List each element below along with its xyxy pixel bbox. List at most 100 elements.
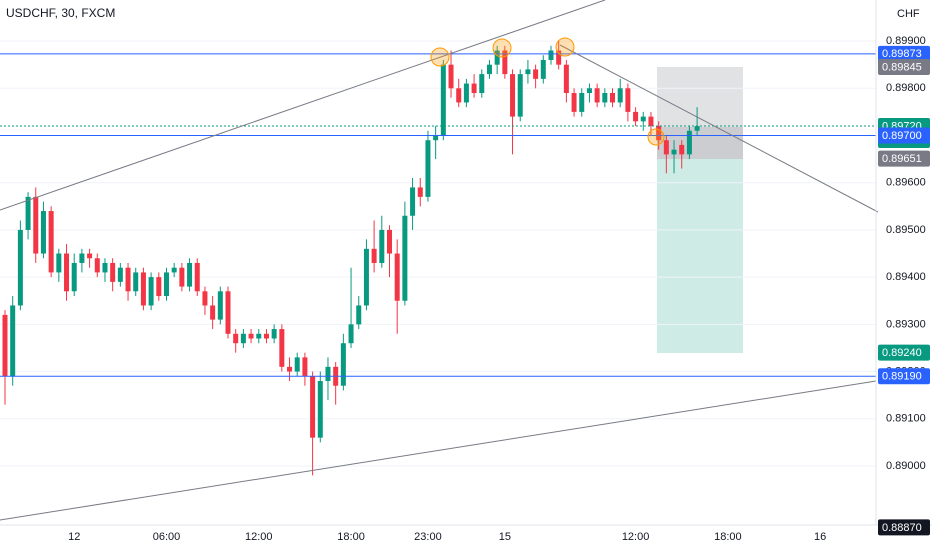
price-label: 0.89845 <box>882 61 922 73</box>
candle-body <box>633 111 639 122</box>
x-tick-label: 15 <box>499 531 511 543</box>
candle-body <box>33 196 39 254</box>
candle-body <box>217 291 223 320</box>
candle-body <box>387 229 392 254</box>
x-tick-label: 12:00 <box>245 531 273 543</box>
candle-body <box>340 343 346 386</box>
candle-body <box>179 267 185 287</box>
candle-body <box>602 93 608 103</box>
candle-body <box>302 357 308 377</box>
candle-body <box>233 333 239 344</box>
chart-title: USDCHF, 30, FXCM <box>6 6 115 20</box>
highlight-circle <box>430 47 450 67</box>
candle-body <box>325 366 331 382</box>
x-tick-label: 12 <box>68 531 80 543</box>
candle-body <box>56 253 62 273</box>
candle-body <box>563 64 569 94</box>
candle-body <box>202 291 208 306</box>
candle-body <box>48 211 54 273</box>
highlight-circle <box>555 37 575 57</box>
candle-body <box>279 329 285 367</box>
candle-body <box>456 88 462 103</box>
price-label: 0.89700 <box>882 130 922 142</box>
x-tick-label: 23:00 <box>414 531 442 543</box>
candle-body <box>10 305 16 377</box>
candle-body <box>648 116 654 127</box>
trend-line <box>559 44 879 213</box>
trend-line <box>0 0 606 211</box>
y-tick-label: 0.89800 <box>886 82 926 94</box>
candle-body <box>17 229 23 306</box>
x-tick-label: 16 <box>814 531 826 543</box>
candle-body <box>363 248 369 306</box>
candle-body <box>679 144 685 155</box>
candle-body <box>486 64 492 75</box>
y-tick-label: 0.89600 <box>886 177 926 189</box>
candle-body <box>510 74 516 117</box>
candle-body <box>540 59 546 79</box>
x-tick-label: 12:00 <box>622 531 650 543</box>
candle-body <box>71 262 77 292</box>
price-label-box <box>878 45 930 62</box>
y-tick-label: 0.89500 <box>886 224 926 236</box>
candle-body <box>502 50 508 75</box>
candle-body <box>671 149 677 155</box>
price-label: 0.89651 <box>882 153 922 165</box>
candle-body <box>348 324 354 344</box>
candle-body <box>448 64 454 89</box>
candle-body <box>156 277 162 297</box>
candle-body <box>471 83 477 94</box>
x-tick-label: 18:00 <box>337 531 365 543</box>
candle-body <box>356 305 362 325</box>
candle-body <box>133 272 139 292</box>
candle-body <box>110 262 116 282</box>
price-label-box <box>878 59 930 76</box>
candle-body <box>525 69 531 75</box>
candle-body <box>263 333 269 339</box>
target-zone <box>657 159 743 353</box>
candle-body <box>463 83 469 103</box>
price-label-box <box>878 127 930 144</box>
price-label: 0.89190 <box>882 371 922 383</box>
price-label: 0.89873 <box>882 48 922 60</box>
candle-body <box>433 135 439 141</box>
candle-body <box>64 253 70 292</box>
candle-body <box>656 126 662 141</box>
candle-body <box>640 116 646 122</box>
candle-body <box>248 333 254 339</box>
open-zone <box>657 127 743 159</box>
candle-body <box>40 211 46 254</box>
candle-body <box>417 187 423 197</box>
x-tick-label: 06:00 <box>153 531 181 543</box>
candle-body <box>294 357 300 372</box>
candle-body <box>79 253 85 263</box>
candle-body <box>625 88 631 112</box>
candle-body <box>548 50 554 60</box>
candle-body <box>148 277 154 306</box>
candle-body <box>610 93 616 103</box>
candle-body <box>402 215 408 301</box>
candle-body <box>571 93 577 112</box>
position-tool <box>657 67 743 353</box>
price-label: 0.89240 <box>882 347 922 359</box>
candle-body <box>125 267 131 292</box>
price-label-box <box>878 150 930 167</box>
currency-label: CHF <box>897 8 920 20</box>
candle-body <box>225 291 231 334</box>
candle-body <box>317 381 323 438</box>
highlight-circles <box>430 37 665 146</box>
candle-body <box>371 248 377 263</box>
candle-body <box>2 314 8 377</box>
candle-body <box>394 253 400 301</box>
candle-body <box>410 187 416 216</box>
candle-body <box>425 140 431 197</box>
candle-body <box>187 262 193 287</box>
candle-body <box>533 69 539 79</box>
price-axis: 0.89900 0.89800 0.89600 0.89500 0.89400 0.893… <box>68 35 930 543</box>
candle-body <box>556 50 562 65</box>
candle-body <box>310 376 316 438</box>
candle-body <box>210 305 216 320</box>
candle-body <box>379 229 385 263</box>
candle-body <box>94 258 100 273</box>
candle-body <box>117 267 123 282</box>
